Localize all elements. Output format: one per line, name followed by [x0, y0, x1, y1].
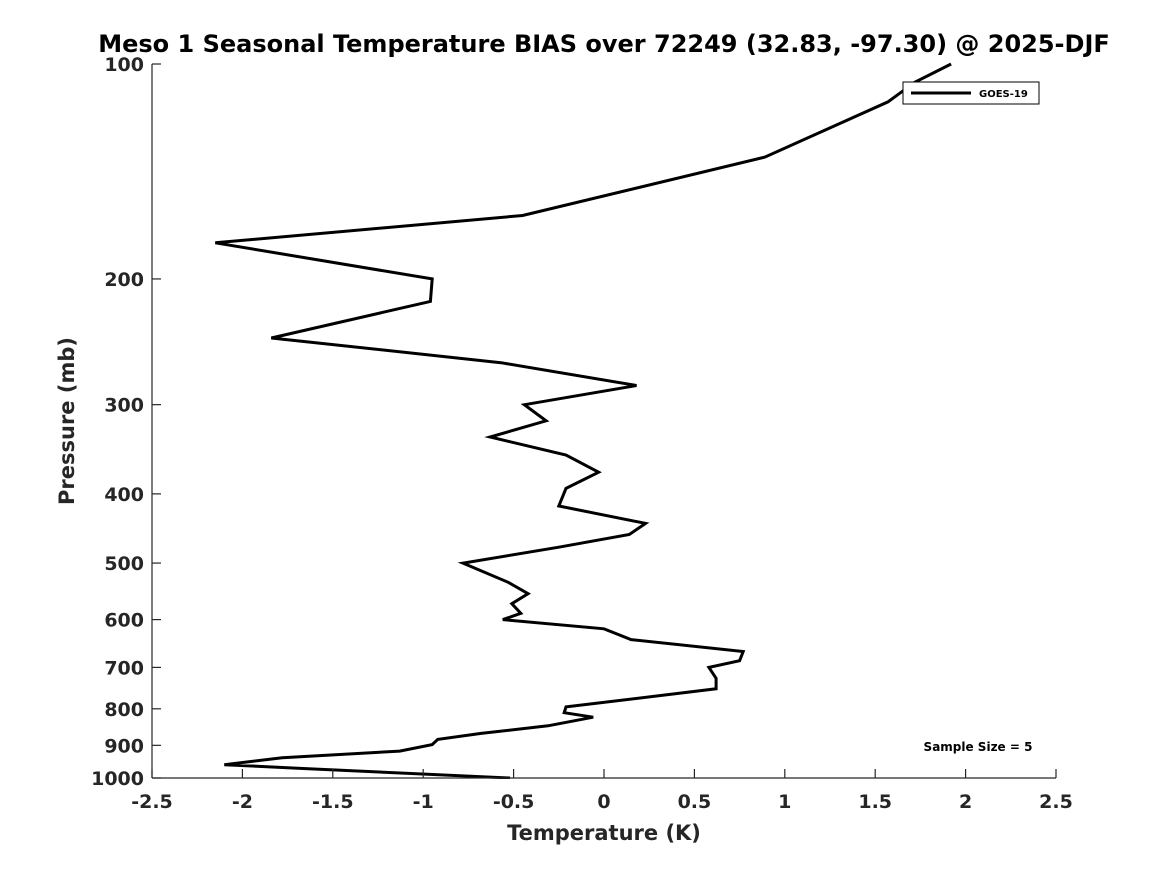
- series-line-goes-19: [215, 62, 952, 779]
- x-tick-label: -1.5: [312, 791, 354, 813]
- x-tick-label: -0.5: [493, 791, 535, 813]
- y-tick-label: 700: [104, 657, 144, 679]
- x-tick-label: -2: [232, 791, 253, 813]
- y-tick-label: 1000: [91, 768, 144, 790]
- y-tick-label: 600: [104, 610, 144, 632]
- x-axis-label: Temperature (K): [507, 821, 701, 845]
- x-axis-ticks: -2.5 -2 -1.5 -1 -0.5 0 0.5 1 1.5 2 2.5: [131, 769, 1073, 813]
- x-tick-label: 1.5: [858, 791, 892, 813]
- plot-frame: [152, 64, 1056, 778]
- series-layer: [215, 62, 952, 779]
- y-tick-label: 900: [104, 735, 144, 757]
- y-tick-label: 100: [104, 54, 144, 76]
- x-tick-label: -2.5: [131, 791, 173, 813]
- legend: GOES-19: [902, 81, 1040, 105]
- sample-size-annotation: Sample Size = 5: [924, 740, 1033, 754]
- y-tick-label: 500: [104, 553, 144, 575]
- y-tick-label: 800: [104, 699, 144, 721]
- y-tick-label: 300: [104, 395, 144, 417]
- x-tick-label: -1: [413, 791, 434, 813]
- chart-title: Meso 1 Seasonal Temperature BIAS over 72…: [98, 30, 1110, 58]
- x-tick-label: 1: [778, 791, 791, 813]
- y-axis-ticks: 100 200 300 400 500 600 700 800 900 1000: [91, 54, 161, 790]
- x-tick-label: 2: [959, 791, 972, 813]
- x-tick-label: 2.5: [1039, 791, 1073, 813]
- x-tick-label: 0.5: [678, 791, 712, 813]
- y-tick-label: 400: [104, 484, 144, 506]
- x-tick-label: 0: [597, 791, 610, 813]
- y-tick-label: 200: [104, 269, 144, 291]
- y-axis-label: Pressure (mb): [55, 337, 79, 505]
- legend-label: GOES-19: [979, 89, 1028, 100]
